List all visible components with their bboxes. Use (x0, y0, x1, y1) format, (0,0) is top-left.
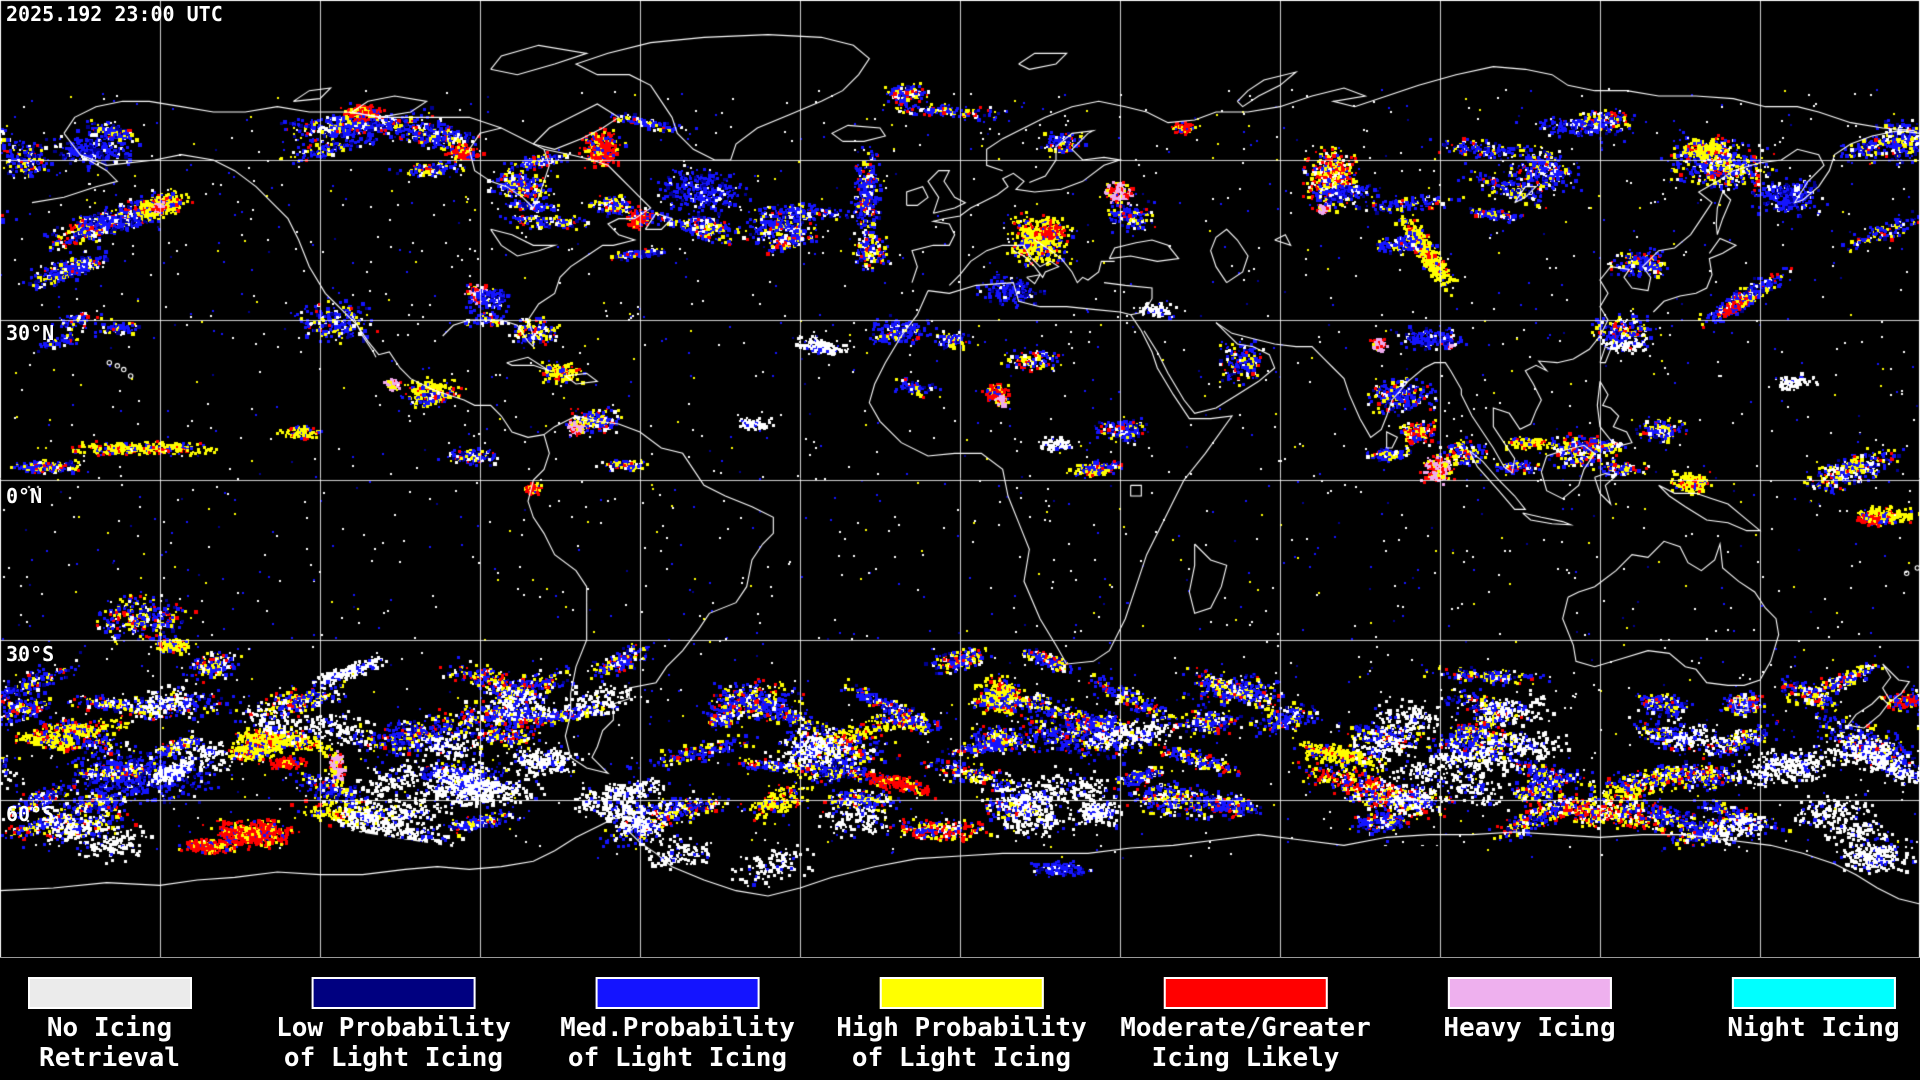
legend-item-med-prob-light-icing: Med.Probability of Light Icing (560, 958, 795, 1073)
lat-label-0: 30°N (6, 321, 55, 345)
legend-swatch-night-icing (1731, 977, 1896, 1009)
lat-label-2: 30°S (6, 642, 55, 666)
legend-item-night-icing: Night Icing (1727, 958, 1900, 1043)
legend-label-high-prob-light-icing: High Probability of Light Icing (836, 1013, 1087, 1073)
legend-item-heavy-icing: Heavy Icing (1443, 958, 1616, 1043)
legend-label-moderate-greater-icing: Moderate/Greater Icing Likely (1120, 1013, 1371, 1073)
legend-label-heavy-icing: Heavy Icing (1443, 1013, 1616, 1043)
map-canvas (0, 0, 1920, 957)
lat-label-3: 60°S (6, 802, 55, 826)
timestamp: 2025.192 23:00 UTC (6, 2, 223, 26)
legend-swatch-low-prob-light-icing (311, 977, 476, 1009)
legend-item-moderate-greater-icing: Moderate/Greater Icing Likely (1120, 958, 1371, 1073)
legend: No Icing Retrieval Low Probability of Light… (0, 958, 1920, 1080)
legend-label-night-icing: Night Icing (1727, 1013, 1900, 1043)
legend-label-med-prob-light-icing: Med.Probability of Light Icing (560, 1013, 795, 1073)
legend-label-no-icing-retrieval: No Icing Retrieval (39, 1013, 180, 1073)
legend-item-high-prob-light-icing: High Probability of Light Icing (836, 958, 1087, 1073)
legend-swatch-moderate-greater-icing (1163, 977, 1328, 1009)
legend-item-no-icing-retrieval: No Icing Retrieval (27, 958, 192, 1073)
legend-label-low-prob-light-icing: Low Probability of Light Icing (276, 1013, 511, 1073)
legend-swatch-high-prob-light-icing (879, 977, 1044, 1009)
lat-label-1: 0°N (6, 484, 43, 508)
world-map: 2025.192 23:00 UTC 30°N 0°N 30°S 60°S (0, 0, 1920, 958)
legend-swatch-no-icing-retrieval (27, 977, 192, 1009)
legend-swatch-med-prob-light-icing (595, 977, 760, 1009)
legend-item-low-prob-light-icing: Low Probability of Light Icing (276, 958, 511, 1073)
legend-swatch-heavy-icing (1447, 977, 1612, 1009)
